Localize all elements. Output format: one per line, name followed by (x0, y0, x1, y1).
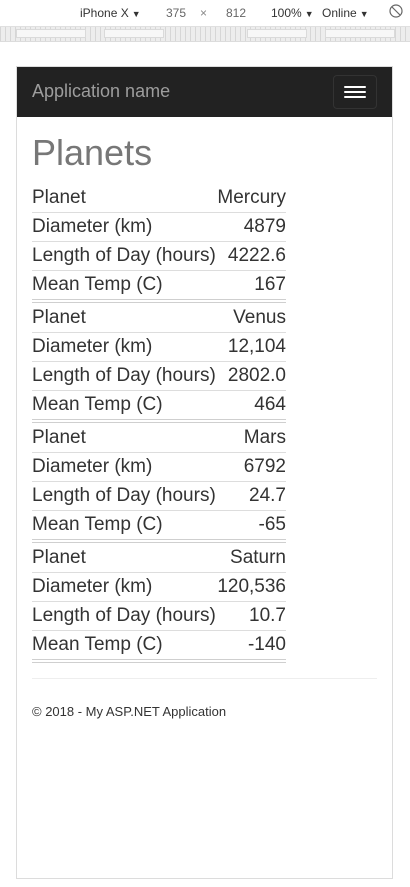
height-input[interactable]: 812 (226, 6, 246, 20)
table-row: Diameter (km) 120,536 (32, 572, 286, 601)
mean-temp-label: Mean Temp (C) (32, 394, 163, 416)
diameter-value: 12,104 (228, 336, 286, 358)
mean-temp-value: -140 (248, 634, 286, 656)
table-row: Diameter (km) 12,104 (32, 332, 286, 361)
table-row: Diameter (km) 6792 (32, 452, 286, 481)
device-toolbar: iPhone X ▼ 375 × 812 100% ▼ Online ▼ (0, 0, 410, 27)
planet-label: Planet (32, 427, 86, 449)
footer-divider (32, 678, 377, 679)
planet-block: Planet Mercury Diameter (km) 4879 Length of … (32, 183, 286, 303)
planet-value: Saturn (230, 547, 286, 569)
diameter-label: Diameter (km) (32, 576, 152, 598)
planet-table: Planet Mercury Diameter (km) 4879 Length of … (32, 183, 286, 663)
table-row: Length of Day (hours) 10.7 (32, 601, 286, 630)
diameter-label: Diameter (km) (32, 456, 152, 478)
table-row: Length of Day (hours) 2802.0 (32, 361, 286, 390)
dimension-separator: × (200, 6, 207, 20)
navbar: Application name (17, 67, 392, 117)
hamburger-icon (344, 96, 366, 98)
table-row: Planet Saturn (32, 543, 286, 572)
ruler-segment[interactable] (247, 29, 307, 38)
zoom-select[interactable]: 100% ▼ (271, 6, 314, 20)
table-row: Mean Temp (C) -140 (32, 630, 286, 659)
navbar-brand[interactable]: Application name (32, 81, 170, 102)
diameter-value: 4879 (244, 216, 286, 238)
footer-text: © 2018 - My ASP.NET Application (32, 704, 226, 719)
diameter-label: Diameter (km) (32, 336, 152, 358)
ruler-segment[interactable] (325, 29, 395, 38)
device-select-label: iPhone X (80, 6, 129, 20)
planet-block: Planet Mars Diameter (km) 6792 Length of Day… (32, 423, 286, 543)
table-row: Planet Mercury (32, 183, 286, 212)
diameter-label: Diameter (km) (32, 216, 152, 238)
device-viewport: Application name Planets Planet Mercury Di… (16, 66, 393, 879)
media-query-ruler[interactable] (0, 27, 410, 42)
page-title: Planets (32, 131, 286, 175)
length-of-day-value: 4222.6 (228, 245, 286, 267)
device-select[interactable]: iPhone X ▼ (80, 6, 141, 20)
table-row: Diameter (km) 4879 (32, 212, 286, 241)
table-row: Mean Temp (C) 464 (32, 390, 286, 419)
diameter-value: 6792 (244, 456, 286, 478)
planet-value: Mars (244, 427, 286, 449)
length-of-day-label: Length of Day (hours) (32, 605, 216, 627)
planet-value: Mercury (217, 187, 286, 209)
ruler-segment[interactable] (16, 29, 86, 38)
width-input[interactable]: 375 (166, 6, 186, 20)
planet-block: Planet Venus Diameter (km) 12,104 Length of … (32, 303, 286, 423)
planet-label: Planet (32, 307, 86, 329)
planet-label: Planet (32, 547, 86, 569)
ruler-segment[interactable] (104, 29, 164, 38)
length-of-day-label: Length of Day (hours) (32, 365, 216, 387)
length-of-day-value: 2802.0 (228, 365, 286, 387)
length-of-day-value: 10.7 (249, 605, 286, 627)
table-row: Mean Temp (C) -65 (32, 510, 286, 539)
chevron-down-icon: ▼ (305, 9, 314, 19)
table-row: Planet Venus (32, 303, 286, 332)
table-row: Length of Day (hours) 24.7 (32, 481, 286, 510)
mean-temp-label: Mean Temp (C) (32, 274, 163, 296)
rotate-icon[interactable] (389, 4, 403, 18)
network-select-label: Online (322, 6, 357, 20)
length-of-day-value: 24.7 (249, 485, 286, 507)
zoom-select-label: 100% (271, 6, 302, 20)
planet-value: Venus (233, 307, 286, 329)
planet-block: Planet Saturn Diameter (km) 120,536 Length o… (32, 543, 286, 663)
hamburger-icon (344, 91, 366, 93)
network-select[interactable]: Online ▼ (322, 6, 369, 20)
planet-label: Planet (32, 187, 86, 209)
mean-temp-value: 167 (254, 274, 286, 296)
table-row: Planet Mars (32, 423, 286, 452)
mean-temp-value: -65 (259, 514, 286, 536)
mean-temp-label: Mean Temp (C) (32, 514, 163, 536)
length-of-day-label: Length of Day (hours) (32, 245, 216, 267)
navbar-toggle-button[interactable] (333, 75, 377, 109)
chevron-down-icon: ▼ (132, 9, 141, 19)
mean-temp-label: Mean Temp (C) (32, 634, 163, 656)
hamburger-icon (344, 86, 366, 88)
diameter-value: 120,536 (217, 576, 286, 598)
table-row: Mean Temp (C) 167 (32, 270, 286, 299)
length-of-day-label: Length of Day (hours) (32, 485, 216, 507)
chevron-down-icon: ▼ (360, 9, 369, 19)
main-content: Planets Planet Mercury Diameter (km) 4879 Le… (32, 117, 286, 663)
mean-temp-value: 464 (254, 394, 286, 416)
table-row: Length of Day (hours) 4222.6 (32, 241, 286, 270)
